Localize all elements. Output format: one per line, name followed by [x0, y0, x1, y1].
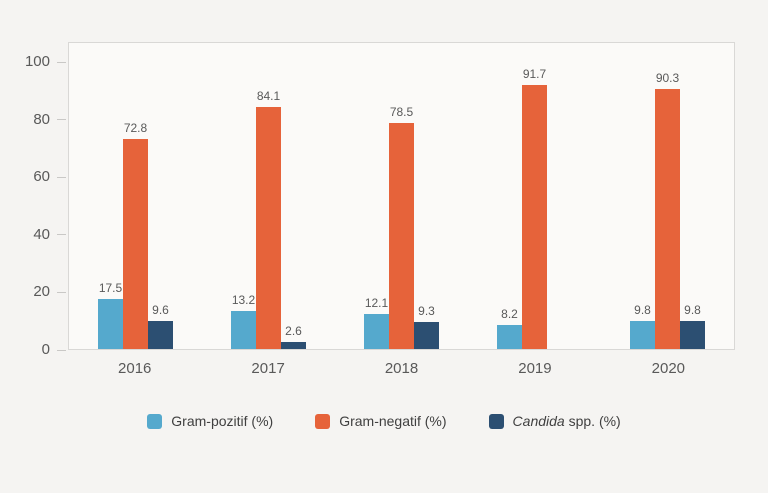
x-axis-label: 2019 — [518, 360, 552, 377]
bar-groups: 17.5 72.8 9.6 13.2 84.1 2.6 12.1 78.5 9.3 8.2 91.7… — [69, 43, 734, 349]
bar-group-2016: 17.5 72.8 9.6 — [69, 43, 202, 349]
bar-value-label: 91.7 — [522, 66, 547, 81]
bar-value-label: 90.3 — [655, 70, 680, 85]
y-tick-label: 0 — [41, 341, 50, 358]
bar-group-2018: 12.1 78.5 9.3 — [335, 43, 468, 349]
bar: 9.3 — [414, 304, 439, 349]
y-tick-mark — [57, 291, 66, 293]
bar-value-label: 8.2 — [501, 307, 518, 322]
bar: 84.1 — [256, 89, 281, 349]
bar: 9.6 — [148, 303, 173, 349]
x-axis-label: 2016 — [118, 360, 152, 377]
legend-item: Gram-negatif (%) — [315, 413, 447, 429]
legend-label: Candida spp. (%) — [512, 413, 621, 429]
y-tick-label: 60 — [33, 168, 50, 186]
legend-swatch — [488, 413, 504, 429]
bar-value-label: 9.8 — [634, 302, 651, 317]
x-axis-label: 2018 — [384, 360, 419, 377]
bar-value-label: 13.2 — [231, 292, 256, 307]
bar: 12.1 — [364, 296, 389, 349]
bar-group-2017: 13.2 84.1 2.6 — [202, 43, 335, 349]
bar: 91.7 — [522, 67, 547, 349]
x-axis-labels: 2016 2017 2018 2019 2020 — [68, 360, 735, 377]
y-tick-mark — [57, 349, 66, 351]
bar: 72.8 — [123, 121, 148, 349]
bar-group-2020: 9.8 90.3 9.8 — [601, 43, 734, 349]
bar: 90.3 — [655, 71, 680, 349]
legend-item: Candida spp. (%) — [488, 413, 621, 429]
bar-value-label: 9.8 — [684, 302, 701, 317]
x-axis-label: 2020 — [651, 360, 686, 377]
legend-item: Gram-pozitif (%) — [147, 413, 273, 429]
legend: Gram-pozitif (%) Gram-negatif (%) Candida … — [0, 413, 768, 429]
y-tick-label: 20 — [33, 283, 50, 301]
bar-value-label: 84.1 — [256, 88, 281, 103]
bar: 9.8 — [680, 303, 705, 349]
legend-label: Gram-negatif (%) — [339, 413, 447, 429]
y-tick-label: 40 — [33, 225, 50, 243]
y-tick-label: 80 — [33, 110, 50, 128]
bar-value-label: 2.6 — [285, 323, 302, 338]
bar-value-label: 72.8 — [123, 121, 148, 136]
y-tick-mark — [57, 119, 66, 121]
bar-value-label: 78.5 — [389, 104, 414, 119]
bar: 8.2 — [497, 307, 522, 349]
y-tick-label: 100 — [24, 53, 50, 70]
legend-swatch — [147, 413, 163, 429]
bar-value-label: 9.6 — [152, 303, 169, 318]
bar: 78.5 — [389, 105, 414, 349]
x-axis-label: 2017 — [251, 360, 285, 377]
bar-value-label: 17.5 — [98, 280, 123, 295]
y-tick-mark — [57, 61, 66, 63]
legend-swatch — [315, 413, 331, 429]
bar: 2.6 — [281, 324, 306, 349]
bar: 13.2 — [231, 293, 256, 349]
bar: 17.5 — [98, 281, 123, 349]
bar-group-2019: 8.2 91.7 — [468, 43, 601, 349]
y-tick-mark — [57, 176, 66, 178]
bar: 9.8 — [630, 303, 655, 349]
bar-value-label: 12.1 — [364, 296, 389, 311]
y-tick-mark — [57, 234, 66, 236]
plot-area: 17.5 72.8 9.6 13.2 84.1 2.6 12.1 78.5 9.3 8.2 91.7… — [68, 42, 735, 350]
bar-value-label: 9.3 — [418, 304, 435, 319]
legend-label: Gram-pozitif (%) — [171, 413, 274, 429]
